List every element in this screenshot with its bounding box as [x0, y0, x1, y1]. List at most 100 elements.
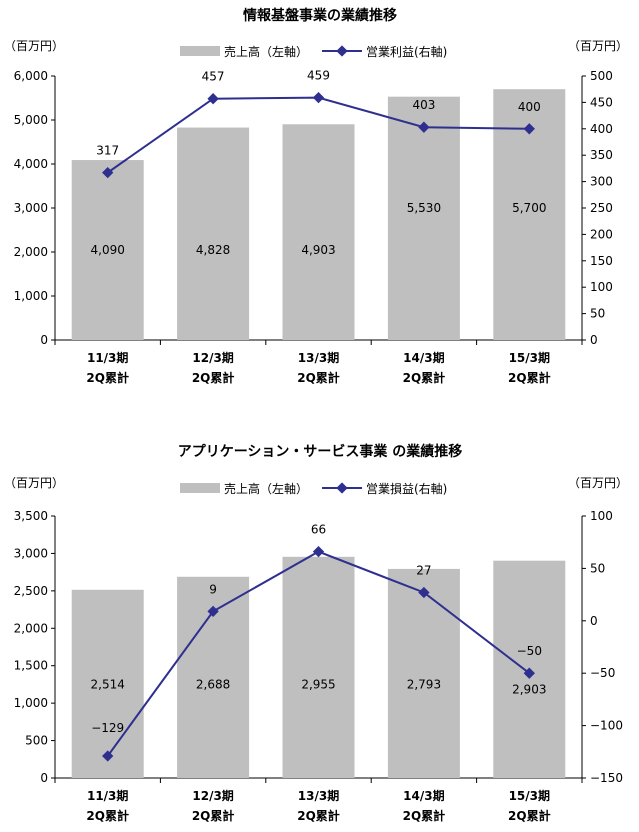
chart-2-line-value-label: 27: [416, 564, 431, 578]
chart-2-left-tick-label: 2,500: [14, 584, 48, 598]
chart-2-left-tick-label: 2,000: [14, 621, 48, 635]
chart-2-right-tick-label: −100: [590, 719, 623, 733]
chart-2: アプリケーション・サービス事業 の業績推移 （百万円） （百万円） 売上高（左軸…: [4, 443, 628, 823]
chart-2-left-tick-label: 3,500: [14, 509, 48, 523]
chart-2-right-unit: （百万円）: [568, 476, 628, 490]
chart-1-right-tick-label: 150: [590, 254, 613, 268]
chart-2-right-tick-label: 50: [590, 561, 605, 575]
chart-2-bar-value-label: 2,903: [512, 683, 546, 697]
chart-2-legend-bar-swatch: [180, 483, 220, 493]
chart-1-right-tick-label: 400: [590, 122, 613, 136]
chart-2-line-value-label: −129: [91, 721, 124, 735]
chart-1-legend-line-marker: [336, 45, 348, 57]
chart-2-legend-line-marker: [336, 482, 348, 494]
chart-1-category-label: 14/3期: [403, 350, 444, 365]
chart-1-left-unit: （百万円）: [4, 39, 64, 53]
chart-2-bar-value-label: 2,793: [407, 677, 441, 691]
chart-1-category-sublabel: 2Q累計: [403, 370, 446, 385]
chart-2-right-tick-label: −50: [590, 666, 615, 680]
chart-1-right-tick-label: 500: [590, 69, 613, 83]
chart-2-category-label: 13/3期: [298, 788, 339, 803]
chart-2-left-tick-label: 1,500: [14, 659, 48, 673]
chart-1-left-tick-label: 6,000: [14, 69, 48, 83]
chart-1-legend: 売上高（左軸） 営業利益(右軸): [180, 44, 447, 59]
chart-2-category-sublabel: 2Q累計: [192, 808, 235, 823]
chart-1-bar-value-label: 5,700: [512, 201, 546, 215]
chart-1-right-tick-label: 250: [590, 201, 613, 215]
chart-2-legend-line-label: 営業損益(右軸): [366, 481, 447, 496]
chart-2-line-value-label: −50: [517, 644, 542, 658]
chart-1-category-label: 12/3期: [192, 350, 233, 365]
chart-1-left-tick-label: 5,000: [14, 113, 48, 127]
chart-1-line-value-label: 317: [96, 144, 119, 158]
chart-1-left-tick-label: 4,000: [14, 157, 48, 171]
chart-1-line-value-label: 459: [307, 69, 330, 83]
chart-1: 情報基盤事業の業績推移 （百万円） （百万円） 売上高（左軸） 営業利益(右軸)…: [4, 7, 628, 385]
chart-2-left-unit: （百万円）: [4, 476, 64, 490]
chart-2-right-tick-label: 0: [590, 614, 598, 628]
chart-1-category-label: 11/3期: [87, 350, 128, 365]
chart-2-bar: [282, 556, 355, 778]
chart-1-right-tick-label: 350: [590, 148, 613, 162]
chart-2-category-sublabel: 2Q累計: [86, 808, 129, 823]
chart-2-bar-value-label: 2,514: [91, 677, 125, 691]
chart-2-category-label: 14/3期: [403, 788, 444, 803]
chart-2-right-tick-label: −150: [590, 771, 623, 785]
chart-1-legend-line-label: 営業利益(右軸): [366, 44, 447, 59]
chart-2-line-point: [312, 545, 325, 558]
chart-1-category-label: 13/3期: [298, 350, 339, 365]
chart-1-bar: [387, 96, 460, 341]
chart-2-category-sublabel: 2Q累計: [403, 808, 446, 823]
chart-1-category-sublabel: 2Q累計: [508, 370, 551, 385]
chart-1-legend-bar-swatch: [180, 46, 220, 56]
chart-2-legend: 売上高（左軸） 営業損益(右軸): [180, 481, 447, 496]
chart-2-title: アプリケーション・サービス事業 の業績推移: [178, 443, 463, 460]
chart-2-left-tick-label: 1,000: [14, 696, 48, 710]
chart-1-right-tick-label: 300: [590, 175, 613, 189]
chart-2-category-label: 12/3期: [192, 788, 233, 803]
chart-1-left-tick-label: 0: [40, 333, 48, 347]
chart-1-left-tick-label: 2,000: [14, 245, 48, 259]
chart-2-category-label: 15/3期: [509, 788, 550, 803]
chart-2-left-tick-label: 3,000: [14, 546, 48, 560]
chart-1-bar-value-label: 4,903: [301, 243, 335, 257]
chart-2-bar-value-label: 2,955: [301, 677, 335, 691]
chart-2-left-tick-label: 500: [25, 734, 48, 748]
chart-1-bar-value-label: 4,090: [91, 243, 125, 257]
chart-2-category-sublabel: 2Q累計: [508, 808, 551, 823]
chart-2-line-point: [207, 605, 219, 618]
chart-2-legend-bar-label: 売上高（左軸）: [224, 481, 308, 496]
chart-1-right-tick-label: 450: [590, 95, 613, 109]
chart-2-category-label: 11/3期: [87, 788, 128, 803]
chart-1-title: 情報基盤事業の業績推移: [243, 7, 397, 24]
chart-2-line-point: [418, 586, 430, 599]
chart-2-line-value-label: 66: [311, 523, 326, 537]
chart-1-bar: [282, 124, 355, 340]
chart-1-right-tick-label: 50: [590, 307, 605, 321]
chart-2-bar: [71, 589, 144, 778]
chart-1-line-value-label: 457: [202, 70, 225, 84]
chart-1-right-tick-label: 0: [590, 333, 598, 347]
chart-1-category-sublabel: 2Q累計: [297, 370, 340, 385]
chart-2-bar-value-label: 2,688: [196, 677, 230, 691]
chart-2-line-point: [523, 667, 535, 679]
chart-1-right-tick-label: 100: [590, 280, 613, 294]
chart-1-bar-value-label: 4,828: [196, 243, 230, 257]
chart-1-category-sublabel: 2Q累計: [86, 370, 129, 385]
chart-2-category-sublabel: 2Q累計: [297, 808, 340, 823]
chart-1-line-value-label: 403: [412, 98, 435, 112]
chart-1-bar-value-label: 5,530: [407, 201, 441, 215]
chart-2-left-tick-label: 0: [40, 771, 48, 785]
chart-2-line-value-label: 9: [209, 582, 217, 596]
chart-1-bar: [177, 127, 250, 341]
chart-1-category-sublabel: 2Q累計: [192, 370, 235, 385]
chart-1-category-label: 15/3期: [509, 350, 550, 365]
chart-1-bar: [71, 160, 144, 340]
chart-1-right-unit: （百万円）: [568, 39, 628, 53]
chart-1-line-point: [312, 91, 325, 104]
chart-2-bar: [387, 568, 460, 778]
chart-1-line-value-label: 400: [518, 100, 541, 114]
chart-1-left-tick-label: 3,000: [14, 201, 48, 215]
chart-1-left-tick-label: 1,000: [14, 289, 48, 303]
